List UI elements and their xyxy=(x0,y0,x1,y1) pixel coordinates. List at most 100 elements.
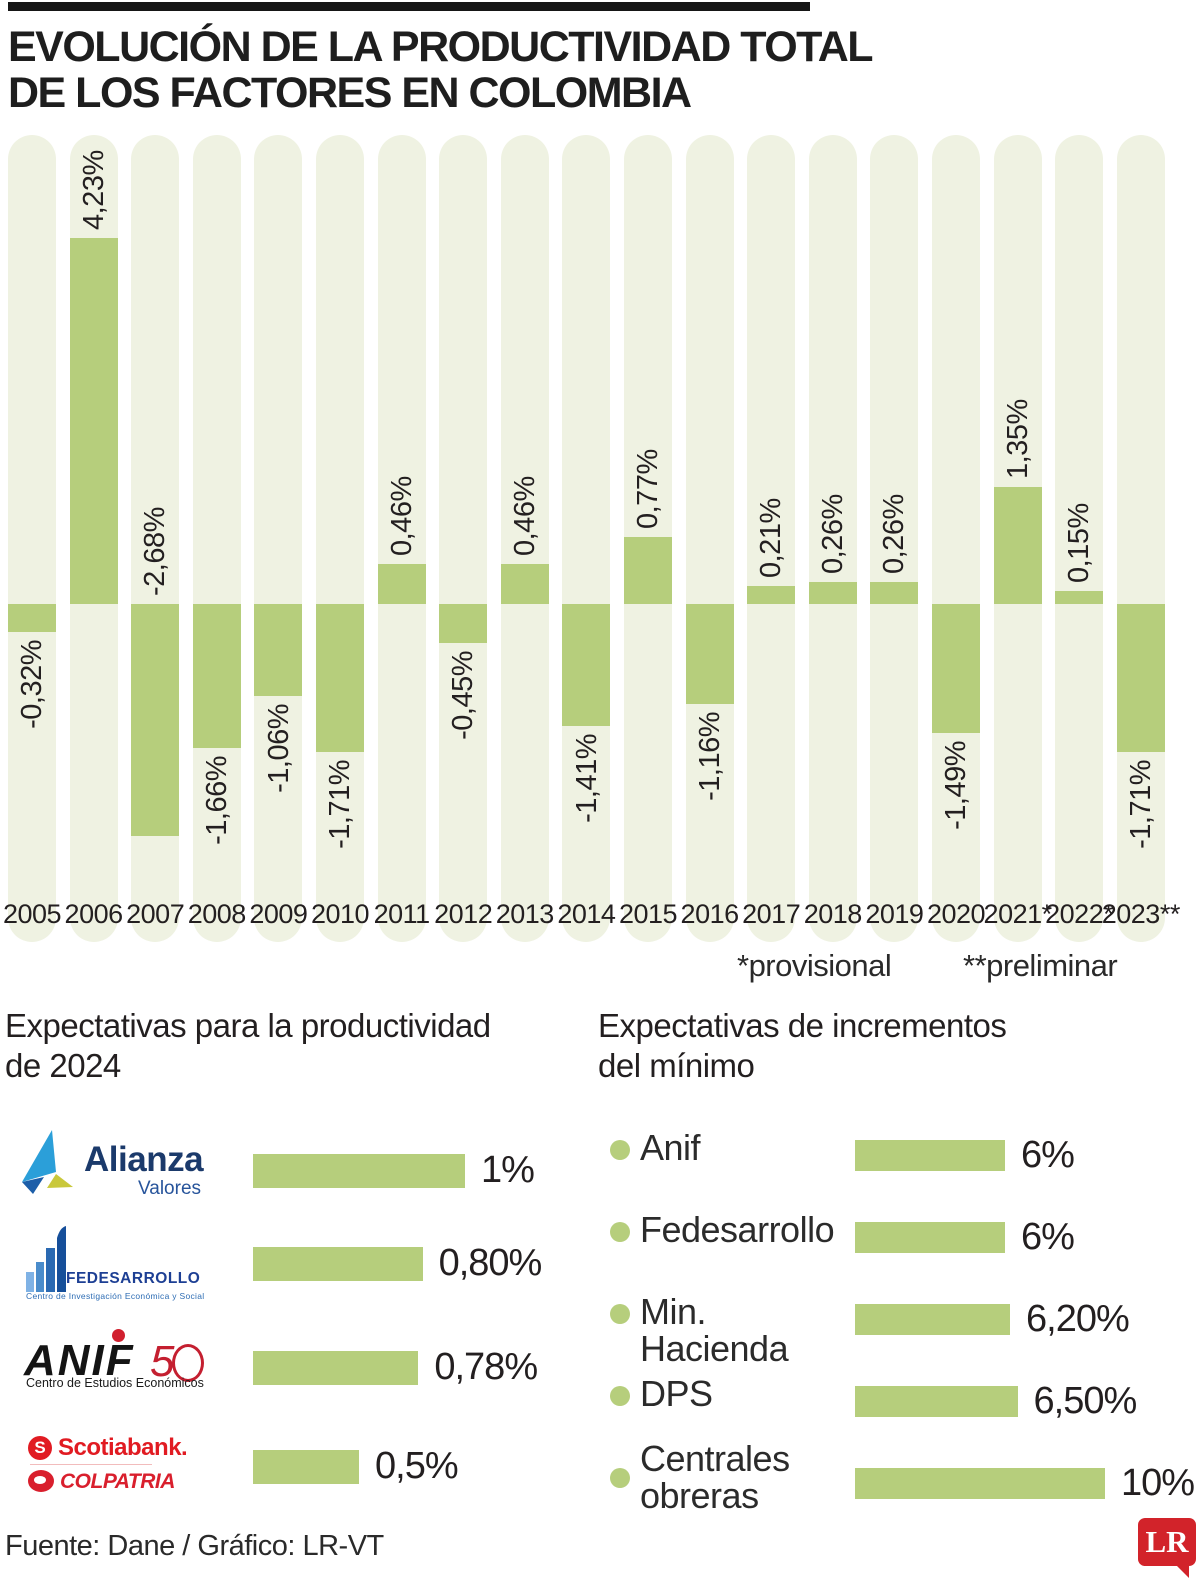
bullet-icon-anif xyxy=(610,1140,630,1160)
value-label-2016: -1,16% xyxy=(693,712,726,802)
bar-2015 xyxy=(624,537,672,604)
right-heading-line1: Expectativas de incrementos xyxy=(598,1007,1007,1044)
year-label-2010: 2010 xyxy=(310,899,370,929)
anif-expectation-row: 0,78% xyxy=(253,1346,538,1389)
wage-row-minhacienda: 6,20% xyxy=(855,1298,1130,1341)
anif-logo-name: ANIF xyxy=(24,1336,135,1385)
wage-value-dps: 6,50% xyxy=(1033,1380,1138,1422)
year-label-2007: 2007 xyxy=(126,899,185,929)
header-accent-bar xyxy=(8,2,810,11)
lr-logo: LR xyxy=(1138,1518,1196,1578)
column-track-2023** xyxy=(1116,135,1165,942)
scotiabank-logo-icon: S xyxy=(28,1436,52,1460)
year-label-2013: 2013 xyxy=(495,899,555,929)
bar-2022* xyxy=(1055,591,1104,604)
column-track-2018 xyxy=(808,135,857,942)
year-label-2016: 2016 xyxy=(680,899,740,929)
bullet-icon-fedesarrollo xyxy=(610,1222,630,1242)
bar-2013 xyxy=(500,564,549,604)
value-label-2023**: -1,71% xyxy=(1124,759,1157,849)
column-track-2012 xyxy=(439,135,488,942)
bullet-icon-dps xyxy=(610,1386,630,1406)
column-track-2017 xyxy=(747,135,796,942)
bar-2012 xyxy=(439,604,488,643)
value-label-2015: 0,77% xyxy=(632,449,664,530)
anif-50-badge: 5 xyxy=(150,1337,175,1386)
bullet-icon-centrales xyxy=(610,1468,630,1488)
fedesarrollo-bar xyxy=(253,1246,423,1281)
scotiabank-bar xyxy=(253,1449,359,1484)
wage-value-minhacienda: 6,20% xyxy=(1026,1298,1130,1340)
colpatria-logo-name: COLPATRIA xyxy=(60,1470,175,1493)
colpatria-logo-icon xyxy=(28,1470,54,1492)
bar-2018 xyxy=(808,581,857,604)
alianza-expectation-row: 1% xyxy=(253,1149,535,1192)
wage-row-label-fedesarrollo: Fedesarrollo xyxy=(640,1209,835,1250)
value-label-2013: 0,46% xyxy=(508,476,541,557)
value-label-2010: -1,71% xyxy=(324,759,356,849)
bar-2017 xyxy=(747,585,796,604)
anif-value: 0,78% xyxy=(434,1346,538,1388)
bar-2009 xyxy=(254,604,303,696)
alianza-logo-name: Alianza xyxy=(84,1140,204,1179)
value-label-2020: -1,49% xyxy=(940,740,972,830)
right-section-heading: Expectativas de incrementos del mínimo xyxy=(598,1006,1007,1086)
wage-row-dps: 6,50% xyxy=(855,1380,1138,1423)
year-label-2021*: 2021* xyxy=(983,899,1053,929)
fedesarrollo-value: 0,80% xyxy=(438,1242,543,1284)
scotiabank-logo-name: Scotiabank. xyxy=(58,1434,188,1461)
year-label-2006: 2006 xyxy=(64,899,124,929)
year-label-2005: 2005 xyxy=(2,899,62,929)
alianza-bar xyxy=(253,1153,465,1188)
column-track-2022* xyxy=(1055,135,1104,942)
column-track-2016 xyxy=(685,135,734,942)
value-label-2009: -1,06% xyxy=(262,703,295,793)
alianza-valores-logo-icon xyxy=(22,1130,73,1194)
bar-2008 xyxy=(192,604,241,748)
bar-2006 xyxy=(69,238,118,604)
wage-bar-minhacienda xyxy=(855,1304,1010,1335)
column-track-2009 xyxy=(254,135,303,942)
wage-bar-dps xyxy=(855,1386,1018,1417)
column-track-2005 xyxy=(8,135,56,942)
column-track-2008 xyxy=(192,135,241,942)
value-label-2012: -0,45% xyxy=(447,650,480,740)
left-heading-line2: de 2024 xyxy=(5,1047,121,1084)
value-label-2014: -1,41% xyxy=(570,733,603,823)
fedesarrollo-logo-name: FEDESARROLLO xyxy=(66,1270,201,1287)
column-track-2020 xyxy=(932,135,980,942)
value-label-2018: 0,26% xyxy=(816,493,849,574)
right-heading-line2: del mínimo xyxy=(598,1047,755,1084)
year-label-2020: 2020 xyxy=(926,899,986,929)
left-heading-line1: Expectativas para la productividad xyxy=(5,1007,491,1044)
year-label-2014: 2014 xyxy=(557,899,616,929)
value-label-2007: -2,68% xyxy=(139,507,172,596)
alianza-logo-sub: Valores xyxy=(138,1178,202,1199)
source-credit: Fuente: Dane / Gráfico: LR-VT xyxy=(5,1530,384,1562)
wage-bar-centrales xyxy=(855,1468,1105,1499)
column-track-2014 xyxy=(562,135,611,942)
wage-value-anif: 6% xyxy=(1021,1134,1075,1176)
wage-row-anif: 6% xyxy=(855,1134,1075,1177)
value-label-2021*: 1,35% xyxy=(1001,399,1034,480)
column-track-2019 xyxy=(870,135,919,942)
fedesarrollo-logo-icon xyxy=(26,1226,66,1292)
column-track-2011 xyxy=(377,135,426,942)
bar-2023** xyxy=(1116,604,1165,752)
year-label-2023**: 2023** xyxy=(1101,899,1181,929)
footnote-preliminar: **preliminar xyxy=(963,948,1118,983)
scotiabank-expectation-row: 0,5% xyxy=(253,1445,459,1488)
footnote-provisional: *provisional xyxy=(737,948,892,983)
wage-row-fedesarrollo: 6% xyxy=(855,1216,1075,1259)
column-track-2010 xyxy=(316,135,364,942)
wage-value-centrales: 10% xyxy=(1121,1462,1195,1504)
page-title-line2: DE LOS FACTORES EN COLOMBIA xyxy=(8,69,692,117)
bar-2010 xyxy=(316,604,364,752)
year-label-2011: 2011 xyxy=(373,899,431,929)
wage-value-fedesarrollo: 6% xyxy=(1021,1216,1075,1258)
anif-logo-sub: Centro de Estudios Económicos xyxy=(26,1376,204,1390)
fedesarrollo-expectation-row: 0,80% xyxy=(253,1242,543,1285)
left-section-heading: Expectativas para la productividad de 20… xyxy=(5,1006,491,1086)
scotiabank-divider xyxy=(30,1464,152,1465)
value-label-2019: 0,26% xyxy=(878,493,911,574)
